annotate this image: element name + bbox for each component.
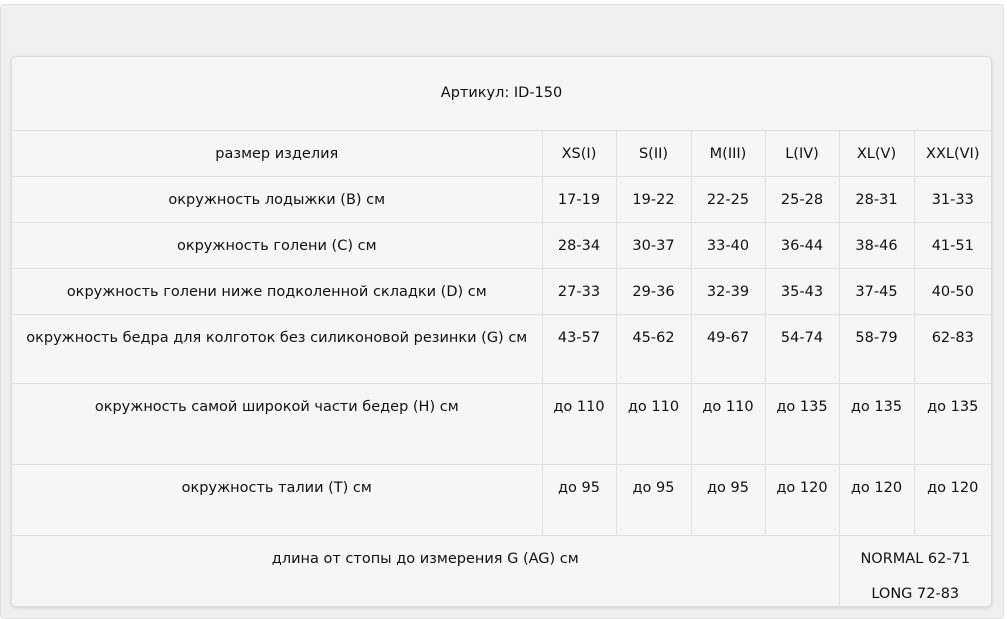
cell: 36-44 bbox=[764, 222, 840, 269]
size-chart-card: Артикул: ID-150 размер изделия XS(I) S(I… bbox=[11, 56, 992, 607]
cell: 40-50 bbox=[913, 268, 991, 315]
size-header: M(III) bbox=[690, 130, 766, 177]
table-row: окружность самой широкой части бедер (H)… bbox=[12, 383, 991, 465]
cell: 38-46 bbox=[838, 222, 915, 269]
cell: до 95 bbox=[690, 464, 766, 536]
row-label: окружность лодыжки (B) см bbox=[12, 176, 543, 223]
cell: 37-45 bbox=[838, 268, 915, 315]
cell: 54-74 bbox=[764, 314, 840, 384]
cell: 62-83 bbox=[913, 314, 991, 384]
table-row: окружность талии (T) см до 95 до 95 до 9… bbox=[12, 464, 991, 536]
cell: 49-67 bbox=[690, 314, 766, 384]
cell: до 135 bbox=[764, 383, 840, 465]
long-length: LONG 72-83 bbox=[871, 586, 960, 602]
normal-length: NORMAL 62-71 bbox=[860, 551, 971, 567]
row-label: окружность бедра для колготок без силико… bbox=[12, 314, 543, 384]
size-header: XS(I) bbox=[541, 130, 617, 177]
row-label: окружность голени ниже подколенной склад… bbox=[12, 268, 543, 315]
cell: 43-57 bbox=[541, 314, 617, 384]
cell: 32-39 bbox=[690, 268, 766, 315]
cell: 19-22 bbox=[615, 176, 692, 223]
cell: 22-25 bbox=[690, 176, 766, 223]
cell: 27-33 bbox=[541, 268, 617, 315]
cell: 41-51 bbox=[913, 222, 991, 269]
table-row: окружность лодыжки (B) см 17-19 19-22 22… bbox=[12, 176, 991, 223]
cell: до 135 bbox=[913, 383, 991, 465]
table-row: окружность бедра для колготок без силико… bbox=[12, 314, 991, 384]
header-row: размер изделия XS(I) S(II) M(III) L(IV) … bbox=[12, 130, 991, 177]
cell: до 95 bbox=[615, 464, 692, 536]
cell: до 95 bbox=[541, 464, 617, 536]
row-label: длина от стопы до измерения G (AG) см bbox=[12, 535, 840, 606]
cell: 29-36 bbox=[615, 268, 692, 315]
cell: 35-43 bbox=[764, 268, 840, 315]
size-header: S(II) bbox=[615, 130, 692, 177]
article-title: Артикул: ID-150 bbox=[12, 57, 991, 131]
cell: 28-31 bbox=[838, 176, 915, 223]
cell: 31-33 bbox=[913, 176, 991, 223]
cell: 30-37 bbox=[615, 222, 692, 269]
title-row: Артикул: ID-150 bbox=[12, 57, 991, 131]
cell: до 110 bbox=[615, 383, 692, 465]
cell: 28-34 bbox=[541, 222, 617, 269]
cell: до 135 bbox=[838, 383, 915, 465]
size-header: XXL(VI) bbox=[913, 130, 991, 177]
cell: 17-19 bbox=[541, 176, 617, 223]
cell: 33-40 bbox=[690, 222, 766, 269]
cell: 58-79 bbox=[838, 314, 915, 384]
cell: до 110 bbox=[541, 383, 617, 465]
length-row: длина от стопы до измерения G (AG) см NO… bbox=[12, 535, 991, 606]
size-header: XL(V) bbox=[838, 130, 915, 177]
cell: 25-28 bbox=[764, 176, 840, 223]
size-header: L(IV) bbox=[764, 130, 840, 177]
size-chart-table: Артикул: ID-150 размер изделия XS(I) S(I… bbox=[12, 57, 991, 606]
cell: до 120 bbox=[913, 464, 991, 536]
cell: до 120 bbox=[764, 464, 840, 536]
table-row: окружность голени (C) см 28-34 30-37 33-… bbox=[12, 222, 991, 269]
cell: до 110 bbox=[690, 383, 766, 465]
row-label: окружность самой широкой части бедер (H)… bbox=[12, 383, 543, 465]
table-row: окружность голени ниже подколенной склад… bbox=[12, 268, 991, 315]
row-label: окружность талии (T) см bbox=[12, 464, 543, 536]
header-label: размер изделия bbox=[12, 130, 543, 177]
cell: до 120 bbox=[838, 464, 915, 536]
cell: 45-62 bbox=[615, 314, 692, 384]
row-label: окружность голени (C) см bbox=[12, 222, 543, 269]
length-values: NORMAL 62-71 LONG 72-83 bbox=[838, 535, 991, 606]
